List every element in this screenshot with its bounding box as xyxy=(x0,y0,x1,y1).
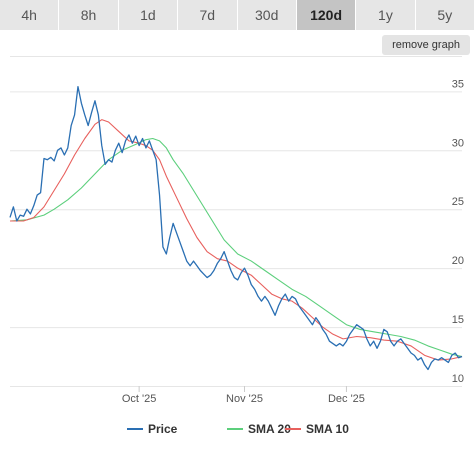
x-tick-label: Dec '25 xyxy=(328,393,365,405)
tab-4h[interactable]: 4h xyxy=(0,0,60,30)
x-axis-labels: Oct '25 Nov '25 Dec '25 xyxy=(122,393,365,405)
legend-label[interactable]: SMA 20 xyxy=(248,422,291,436)
x-tick-label: Oct '25 xyxy=(122,393,157,405)
x-axis-ticks xyxy=(138,386,347,392)
tab-8h[interactable]: 8h xyxy=(59,0,119,30)
y-tick-label: 15 xyxy=(452,314,464,326)
range-tabs: 4h 8h 1d 7d 30d 120d 1y 5y xyxy=(0,0,474,30)
y-tick-label: 35 xyxy=(452,78,464,90)
series-lines xyxy=(9,85,463,371)
x-tick-label: Nov '25 xyxy=(226,393,263,405)
tab-1d[interactable]: 1d xyxy=(119,0,179,30)
tab-30d[interactable]: 30d xyxy=(238,0,297,30)
series-line-sma10[interactable] xyxy=(10,119,463,361)
grid xyxy=(10,56,462,387)
y-tick-label: 10 xyxy=(452,373,464,385)
series-line-price[interactable] xyxy=(9,85,463,371)
remove-graph-button[interactable]: remove graph xyxy=(382,35,470,55)
tab-5y[interactable]: 5y xyxy=(437,7,453,23)
tab-120d[interactable]: 120d xyxy=(296,0,357,30)
y-tick-label: 20 xyxy=(452,255,464,267)
y-tick-label: 30 xyxy=(452,137,464,149)
series-line-sma20[interactable] xyxy=(9,137,463,358)
legend: Price SMA 20 SMA 10 xyxy=(127,422,349,436)
tab-1y[interactable]: 1y xyxy=(356,0,416,30)
tab-7d[interactable]: 7d xyxy=(178,0,238,30)
price-chart: 10 15 20 25 30 35 Oct '25 Nov '25 Dec '25 Price… xyxy=(9,56,464,436)
legend-label[interactable]: Price xyxy=(148,422,178,436)
y-axis-labels: 10 15 20 25 30 35 xyxy=(452,78,464,385)
legend-label[interactable]: SMA 10 xyxy=(306,422,349,436)
y-tick-label: 25 xyxy=(452,196,464,208)
